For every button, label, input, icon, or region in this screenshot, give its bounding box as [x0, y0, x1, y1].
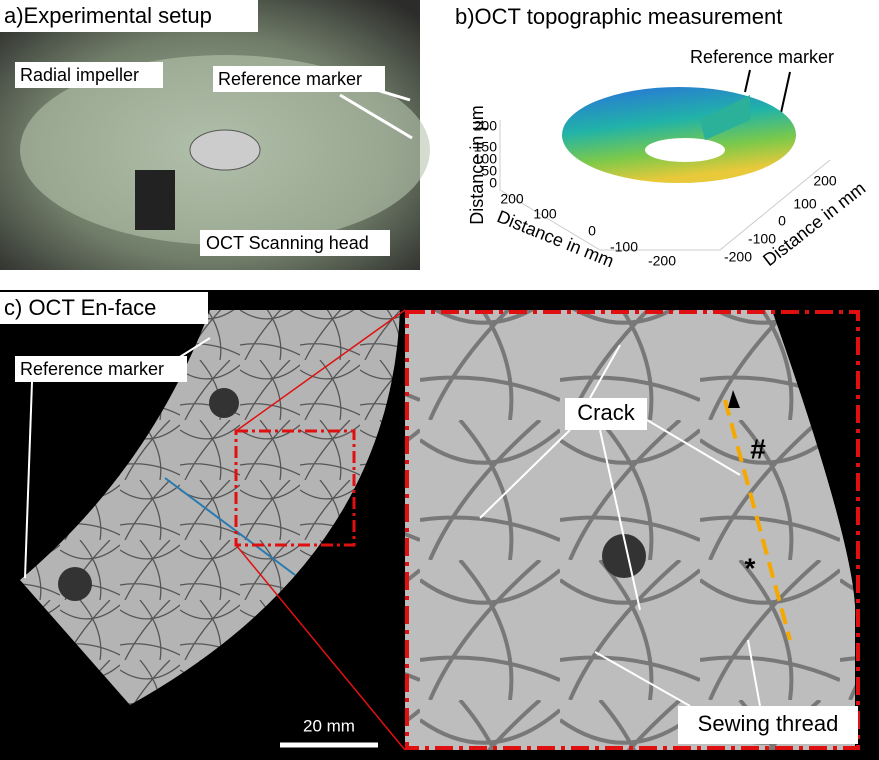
label-box: [213, 66, 385, 92]
thread-label: Sewing thread: [698, 711, 839, 736]
arrow: [339, 83, 413, 140]
panel-a: a)Experimental setup Radial impeller Ref…: [0, 0, 430, 270]
hub: [189, 129, 261, 171]
surface: [562, 87, 796, 183]
label-box: [678, 706, 858, 744]
zoom-box: [234, 429, 356, 547]
scale-label: 20 mm: [303, 716, 355, 735]
zoom-line: [235, 309, 406, 751]
annotation: Reference marker: [690, 47, 834, 67]
hole: [58, 567, 92, 601]
zoom-border: [405, 310, 860, 750]
z-axis-label: Distance in µm: [467, 105, 487, 224]
path-arrow: [723, 399, 792, 641]
z-tick-label: 0: [489, 175, 497, 191]
x-tick-label: 100: [533, 206, 557, 222]
hole: [209, 388, 239, 418]
label: OCT Scanning head: [206, 233, 369, 253]
scan-line: [164, 477, 296, 576]
scanning-head: [135, 170, 175, 230]
marker-wall: [700, 95, 750, 140]
y-tick-label: -100: [748, 231, 776, 247]
zoom-edge: [772, 310, 860, 750]
z-tick-label: 200: [474, 118, 498, 134]
arrow: [479, 344, 741, 611]
axis-box: [499, 120, 831, 251]
crack-label: Crack: [577, 400, 635, 425]
x-tick-label: -100: [610, 239, 638, 255]
star-marker: *: [745, 552, 756, 583]
zoom-image: [405, 310, 856, 750]
label-box: [200, 230, 390, 256]
arrowhead: [728, 390, 740, 408]
hash-marker: #: [750, 433, 766, 464]
x-tick-label: 0: [588, 223, 596, 239]
z-tick-label: 50: [481, 163, 497, 179]
panel-c: c) OCT En-face Reference marker 20 mm Cr…: [0, 290, 879, 760]
enface-image: [20, 310, 400, 705]
arrow: [594, 639, 761, 707]
label: Radial impeller: [20, 65, 139, 85]
y-axis-label: Distance in mm: [759, 178, 869, 270]
panel-title: b)OCT topographic measurement: [455, 4, 782, 29]
title-box: [0, 292, 208, 324]
label: Reference marker: [218, 69, 362, 89]
label-box: [15, 356, 187, 382]
label-box: [15, 62, 163, 88]
hole: [602, 534, 646, 578]
z-tick-label: 100: [474, 151, 498, 167]
y-tick-label: 200: [813, 173, 837, 189]
x-tick-label: 200: [500, 191, 524, 207]
x-tick-label: -200: [648, 253, 676, 269]
y-tick-label: -200: [724, 249, 752, 265]
y-tick-label: 0: [778, 213, 786, 229]
panel-title: c) OCT En-face: [4, 295, 156, 320]
label: Reference marker: [20, 359, 164, 379]
y-tick-label: 100: [793, 196, 817, 212]
title-box: [0, 0, 258, 32]
panel-title: a)Experimental setup: [4, 3, 212, 28]
arrow: [24, 337, 211, 579]
z-tick-label: 150: [474, 139, 498, 155]
panel-b: b)OCT topographic measurement Reference …: [455, 4, 869, 272]
label-box: [565, 398, 647, 430]
